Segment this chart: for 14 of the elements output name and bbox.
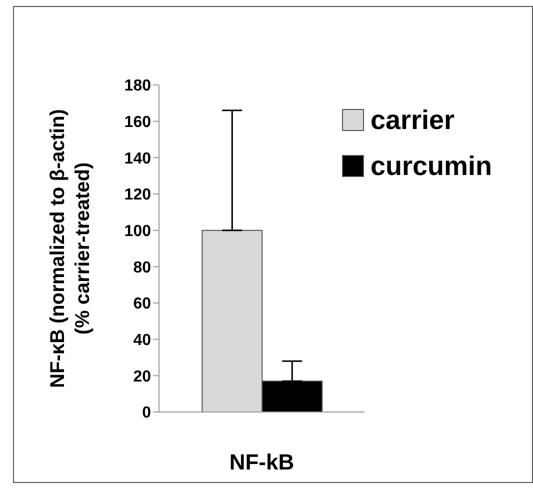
legend-label: carrier: [370, 104, 455, 137]
x-tick-label: NF-kB: [229, 450, 294, 475]
y-tick-label: 140: [124, 150, 152, 168]
y-tick-label: 20: [133, 368, 152, 386]
y-tick-label: 180: [124, 78, 152, 95]
y-tick-label: 100: [124, 223, 152, 240]
y-tick-label: 60: [133, 296, 152, 313]
y-tick-label: 160: [124, 114, 152, 132]
y-tick-label: 0: [142, 404, 152, 422]
y-tick-label: 80: [133, 259, 152, 276]
legend-label: curcumin: [370, 150, 492, 183]
y-tick-label: 40: [133, 332, 152, 350]
y-axis-title: NF-κB (normalized to β-actin) (% carrier-treated): [47, 109, 94, 388]
y-tick-label: 120: [124, 186, 152, 204]
